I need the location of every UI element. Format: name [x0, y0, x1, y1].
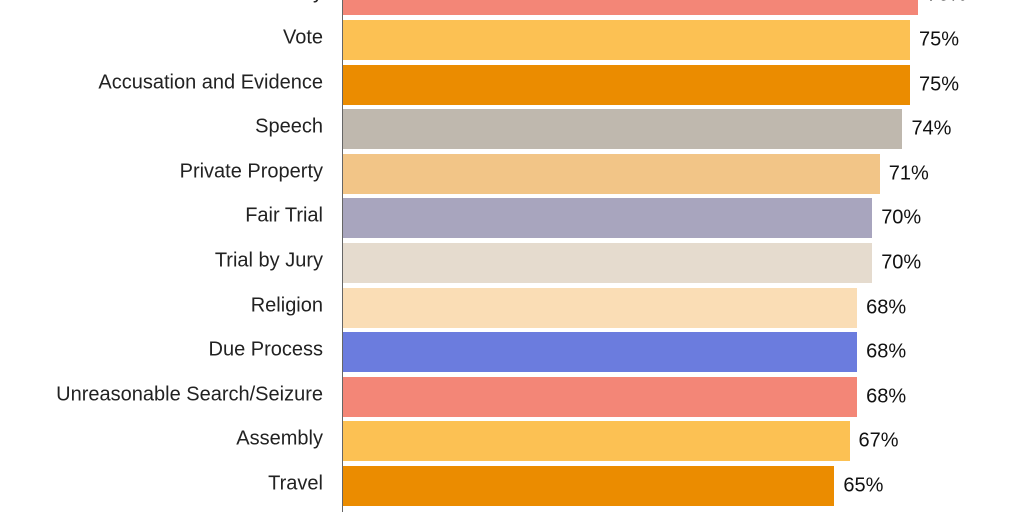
value-label: 68%	[866, 340, 907, 363]
value-label: 75%	[919, 73, 960, 96]
bar	[343, 64, 910, 105]
value-label: 71%	[888, 162, 929, 185]
category-label: Trial by Jury	[214, 249, 323, 272]
value-label: 68%	[866, 385, 907, 408]
bar	[343, 243, 873, 283]
bar	[343, 287, 858, 328]
value-label: 67%	[858, 429, 899, 452]
category-label: Vote	[282, 26, 323, 49]
bar	[343, 0, 918, 16]
value-label: 68%	[866, 296, 907, 319]
category-label: Fair Trial	[245, 204, 323, 227]
category-label: Speech	[255, 115, 323, 138]
value-label: 74%	[911, 117, 952, 140]
category-label: Due Process	[208, 338, 324, 361]
bar	[343, 198, 873, 239]
bar	[343, 109, 903, 150]
bar	[343, 466, 835, 506]
value-label: 76%	[927, 0, 967, 7]
category-label: Privacy	[257, 0, 323, 5]
bar	[343, 153, 880, 194]
value-label: 70%	[881, 206, 922, 229]
value-label: 75%	[919, 28, 960, 51]
category-label: Private Property	[179, 160, 323, 183]
category-label: Unreasonable Search/Seizure	[56, 383, 323, 406]
value-label: 65%	[843, 474, 884, 497]
value-label: 70%	[881, 251, 922, 274]
bar	[343, 20, 910, 60]
category-label: Religion	[250, 294, 323, 317]
category-label: Assembly	[236, 427, 323, 450]
bar	[343, 376, 858, 417]
category-label: Travel	[268, 472, 323, 495]
bar	[343, 421, 850, 462]
category-label: Accusation and Evidence	[98, 71, 323, 94]
bar	[343, 332, 858, 373]
y-axis-line	[342, 0, 343, 512]
